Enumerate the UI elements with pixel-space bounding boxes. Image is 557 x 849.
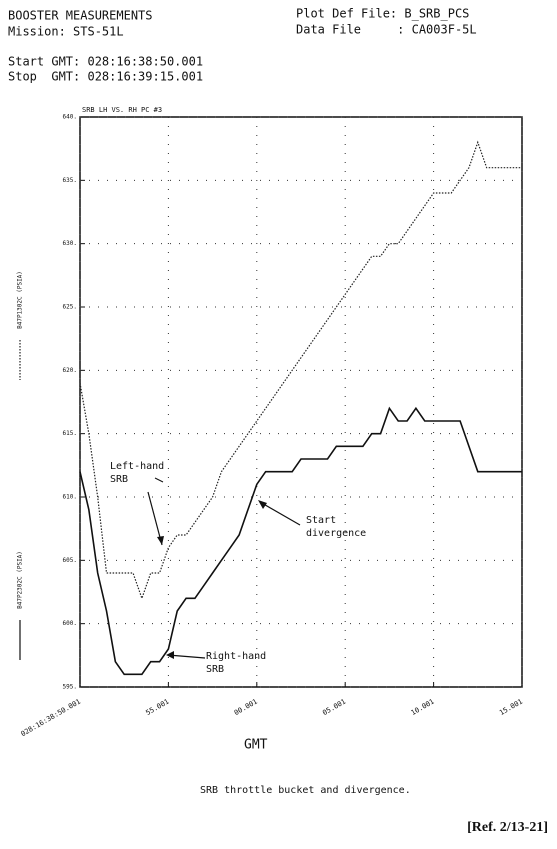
x-tick-label: 028:16:38:50.001 bbox=[20, 698, 82, 739]
arrowhead bbox=[258, 500, 267, 509]
annotation: Right-hand bbox=[206, 651, 266, 662]
caption: SRB throttle bucket and divergence. bbox=[200, 785, 411, 796]
x-tick-label: 10.001 bbox=[410, 698, 436, 718]
arrowhead bbox=[166, 651, 174, 659]
y-tick-label: 620. bbox=[63, 367, 77, 374]
y-tick-label: 640. bbox=[63, 114, 77, 121]
arrow bbox=[154, 477, 164, 483]
plot-def: Plot Def File: B_SRB_PCS bbox=[296, 7, 469, 21]
chart-title: SRB LH VS. RH PC #3 bbox=[82, 106, 162, 114]
series-line bbox=[79, 140, 522, 601]
x-tick-label: 00.001 bbox=[233, 698, 259, 718]
y-tick-label: 600. bbox=[63, 620, 77, 627]
plot-frame bbox=[79, 116, 523, 688]
series-line bbox=[79, 406, 522, 676]
y-tick-label: 625. bbox=[63, 304, 77, 311]
x-tick-label: 05.001 bbox=[321, 698, 347, 718]
y-tick-label: 605. bbox=[63, 557, 77, 564]
legend-label: B47P2302C (PSIA) bbox=[17, 551, 24, 609]
annotation: divergence bbox=[306, 528, 366, 539]
reference: [Ref. 2/13-21] bbox=[467, 820, 548, 835]
y-tick-label: 635. bbox=[63, 177, 77, 184]
mission: Mission: STS-51L bbox=[8, 25, 124, 39]
y-tick-label: 630. bbox=[63, 240, 77, 247]
arrow bbox=[259, 501, 301, 526]
x-tick-label: 55.001 bbox=[144, 698, 170, 718]
arrowhead bbox=[157, 536, 164, 545]
y-tick-label: 595. bbox=[63, 684, 77, 691]
data-file: Data File : CA003F-5L bbox=[296, 23, 477, 37]
stop-gmt: Stop GMT: 028:16:39:15.001 bbox=[8, 70, 203, 84]
header-title: BOOSTER MEASUREMENTS bbox=[8, 9, 153, 23]
x-axis-label: GMT bbox=[244, 738, 268, 753]
start-gmt: Start GMT: 028:16:38:50.001 bbox=[8, 55, 203, 69]
annotation: SRB bbox=[110, 474, 128, 485]
annotation: Start bbox=[306, 515, 336, 526]
annotation: Left-hand bbox=[110, 461, 164, 472]
annotation: SRB bbox=[206, 664, 224, 675]
x-tick-label: 15.001 bbox=[498, 698, 524, 718]
legend-label: B47P1302C (PSIA) bbox=[17, 271, 24, 329]
arrow bbox=[167, 654, 206, 659]
y-tick-label: 610. bbox=[63, 494, 77, 501]
arrow bbox=[147, 491, 163, 546]
y-tick-label: 615. bbox=[63, 430, 77, 437]
